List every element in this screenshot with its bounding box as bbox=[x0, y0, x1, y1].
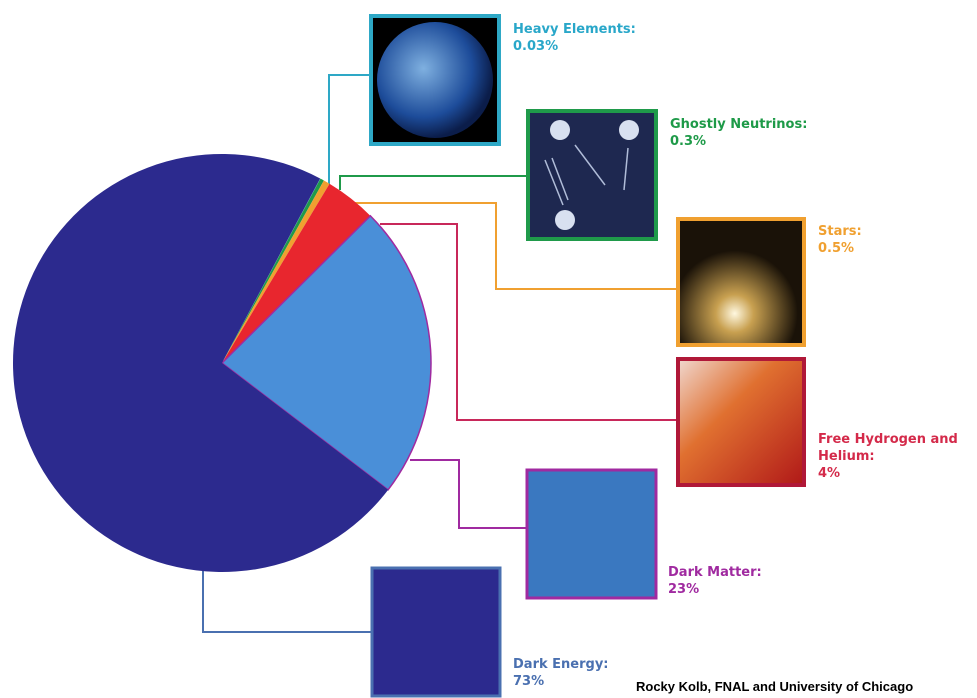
slice-label: Free Hydrogen and Helium: bbox=[818, 432, 958, 464]
slice-value-label: 0.03% bbox=[513, 39, 559, 54]
pie-slice bbox=[222, 178, 321, 363]
slice-label: Dark Energy: bbox=[513, 657, 609, 672]
slice-label: Heavy Elements: bbox=[513, 22, 636, 37]
slice-value-label: 4% bbox=[818, 466, 841, 481]
pie-slice bbox=[222, 178, 324, 363]
pie-slice bbox=[12, 153, 389, 572]
slice-label: Dark Matter: bbox=[668, 565, 762, 580]
slice-label: Ghostly Neutrinos: bbox=[670, 117, 808, 132]
slice-value-label: 0.3% bbox=[670, 134, 707, 149]
pie-slice bbox=[222, 180, 330, 363]
slice-label: Stars: bbox=[818, 224, 862, 239]
pie-slice bbox=[222, 183, 371, 363]
source-credit: Rocky Kolb, FNAL and University of Chica… bbox=[636, 679, 914, 694]
picture-boxes bbox=[369, 14, 806, 698]
slice-value-label: 73% bbox=[513, 674, 545, 689]
leader-lines bbox=[202, 74, 677, 633]
slice-value-label: 0.5% bbox=[818, 241, 855, 256]
pie-slice bbox=[220, 214, 432, 491]
slice-value-label: 23% bbox=[668, 582, 700, 597]
